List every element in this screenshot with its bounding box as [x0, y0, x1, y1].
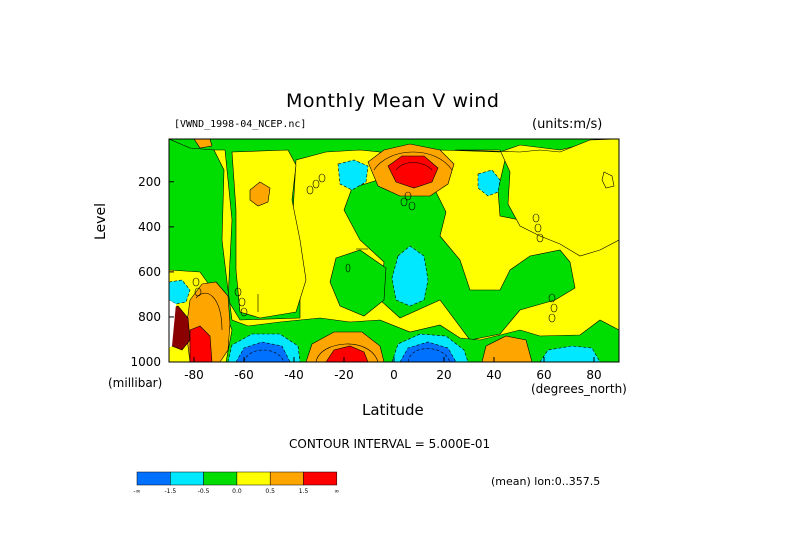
mean-longitude-label: (mean) lon:0..357.5 — [491, 475, 601, 488]
chart-title: Monthly Mean V wind — [286, 90, 500, 112]
colorbar-label: -0.5 — [198, 488, 210, 495]
region-green-south — [169, 139, 619, 362]
y-axis-unit: (millibar) — [108, 376, 163, 390]
region-orange-top-left — [193, 139, 213, 149]
colorbar-label: 0.0 — [232, 488, 242, 495]
y-tick-label: 600 — [138, 265, 161, 279]
region-cyan-left — [169, 279, 191, 305]
colorbar-swatch — [303, 471, 338, 486]
region-blue-bottom-mid — [399, 341, 457, 362]
contour-line-1 — [373, 151, 453, 171]
x-tick-label: -60 — [234, 368, 254, 382]
region-green-lower-mid — [329, 249, 387, 317]
y-tick-label: 800 — [138, 310, 161, 324]
contour-line-5 — [243, 349, 285, 362]
region-blue-bottom-left — [235, 341, 291, 362]
colorbar-swatch — [236, 471, 271, 486]
contour-field — [169, 139, 619, 362]
colorbar-label: -1.5 — [164, 488, 176, 495]
zero-contour-markers — [192, 173, 558, 323]
region-yellow-right — [454, 139, 619, 257]
region-yellow-upper — [231, 149, 307, 319]
colorbar-swatch — [170, 471, 204, 486]
colorbar-swatch — [136, 471, 171, 486]
colorbar-swatch — [203, 471, 238, 486]
contour-line-6 — [195, 292, 223, 331]
colorbar-swatch — [269, 471, 304, 486]
region-white-left — [169, 300, 176, 348]
region-red-bottom-mid — [325, 345, 369, 362]
x-tick-label: -80 — [184, 368, 204, 382]
contour-line-4 — [407, 348, 451, 362]
contour-interval-label: CONTOUR INTERVAL = 5.000E-01 — [289, 437, 491, 451]
contour-line-2 — [395, 162, 433, 171]
x-axis-unit: (degrees_north) — [531, 382, 627, 396]
x-axis-ticks: -80 -60 -40 -20 0 20 40 60 80 — [184, 357, 602, 382]
y-tick-label: 400 — [138, 220, 161, 234]
contour-line-3 — [315, 343, 379, 362]
region-orange-bottom-right — [481, 335, 533, 362]
x-tick-label: 0 — [390, 368, 398, 382]
x-tick-label: 20 — [436, 368, 451, 382]
region-cyan-mid — [391, 245, 429, 307]
colorbar-label: ∞ — [334, 488, 339, 495]
x-tick-label: -20 — [334, 368, 354, 382]
region-cyan-bottom-right — [539, 345, 601, 362]
y-tick-label: 200 — [138, 175, 161, 189]
region-red-upper — [387, 155, 439, 189]
x-axis-label: Latitude — [362, 401, 424, 419]
colorbar-label: -∞ — [133, 488, 140, 495]
region-cyan-upper-right — [477, 169, 501, 197]
dataset-label: [VWND_1998-04_NCEP.nc] — [174, 119, 307, 130]
region-orange-small-upper — [249, 181, 271, 207]
colorbar: -∞ -1.5 -0.5 0.0 0.5 1.5 ∞ — [133, 471, 339, 495]
x-tick-label: 80 — [586, 368, 601, 382]
y-axis-ticks: 200 400 600 800 1000 — [130, 175, 174, 369]
colorbar-label: 0.5 — [265, 488, 275, 495]
x-tick-label: 40 — [486, 368, 501, 382]
region-red-left — [189, 325, 213, 362]
region-cyan-upper-mid — [337, 159, 369, 191]
colorbar-label: 1.5 — [299, 488, 309, 495]
x-tick-label: 60 — [536, 368, 551, 382]
y-tick-label: 1000 — [130, 355, 161, 369]
units-label: (units:m/s) — [532, 117, 603, 132]
region-yellow-small — [601, 171, 615, 189]
x-tick-label: -40 — [284, 368, 304, 382]
